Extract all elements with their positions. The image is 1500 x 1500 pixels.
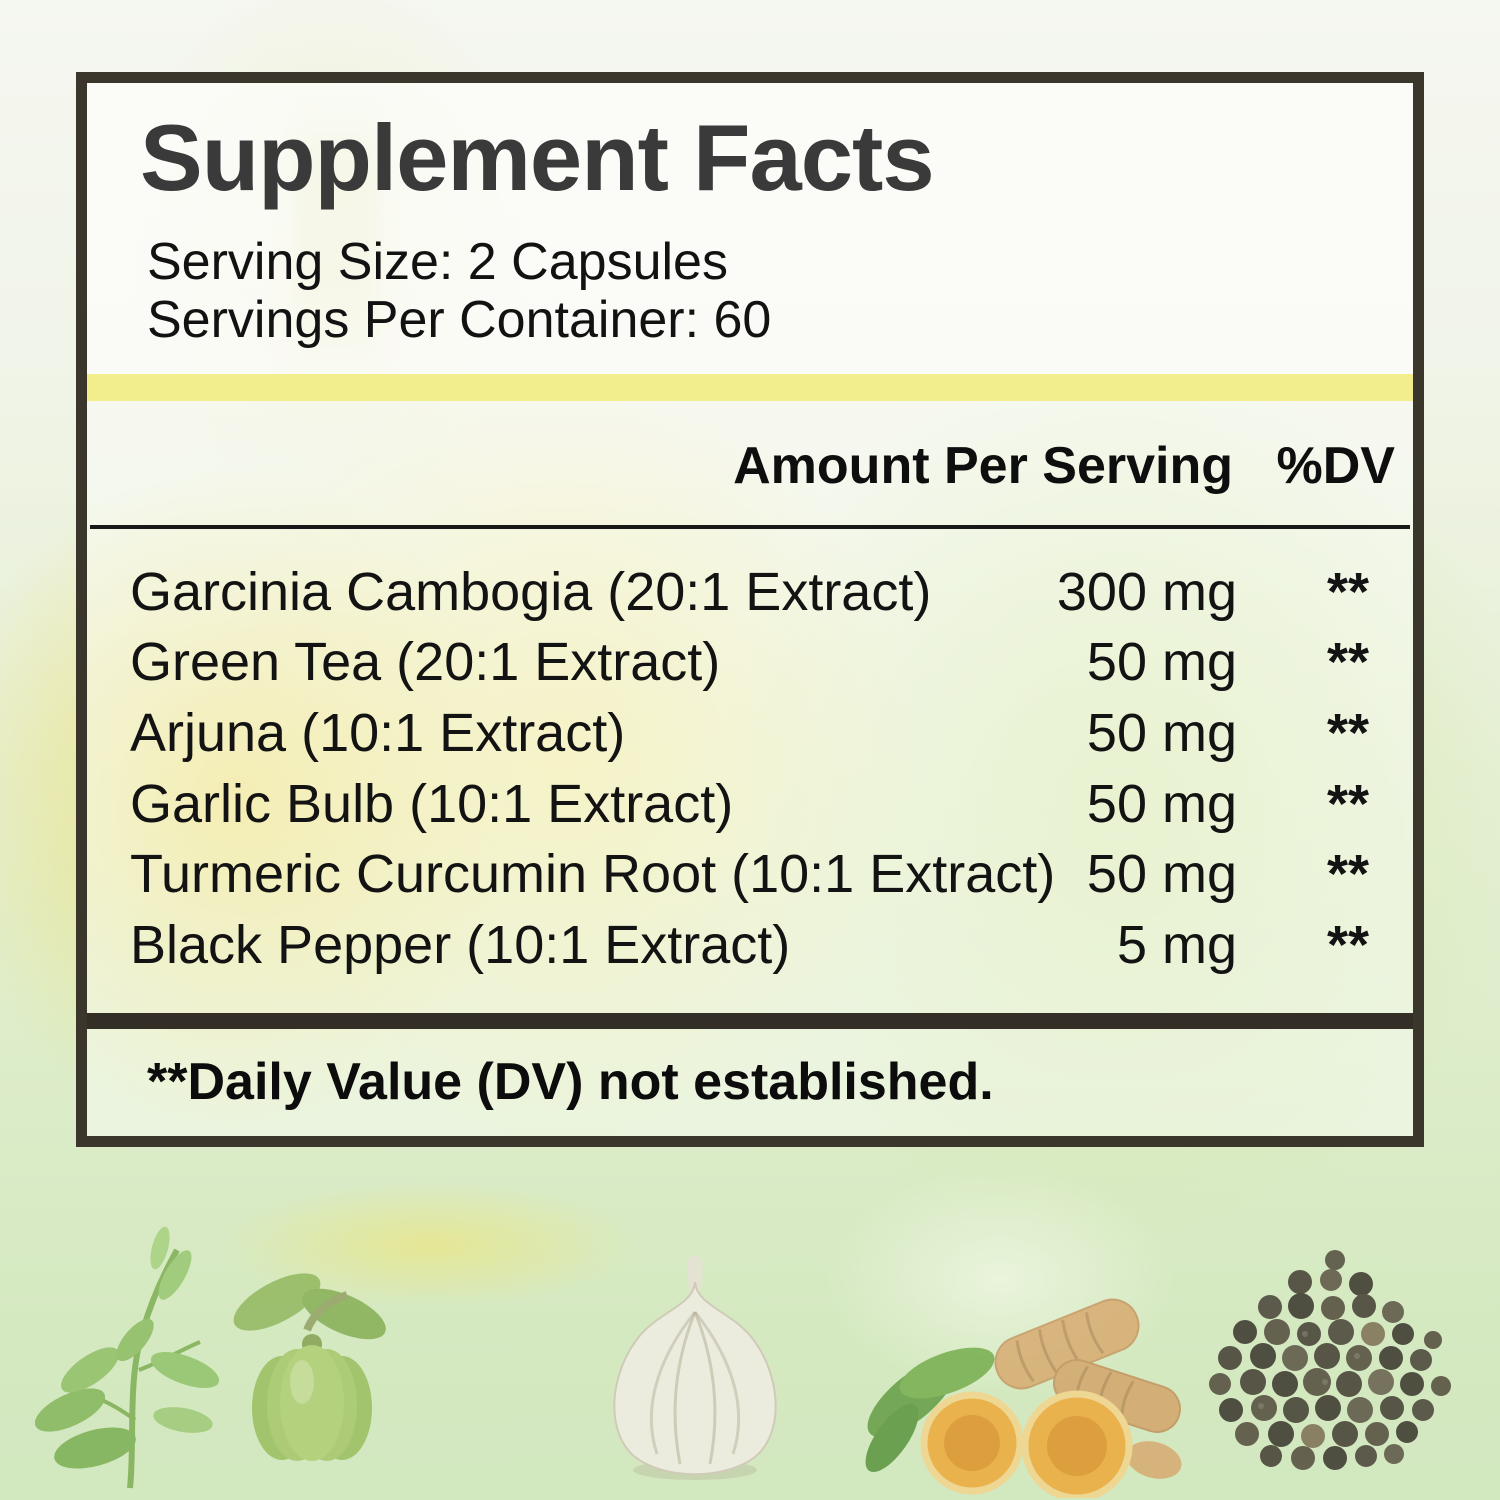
supplement-facts-panel: Supplement Facts Serving Size: 2 Capsule… bbox=[76, 72, 1424, 1147]
servings-per-container-text: Servings Per Container: 60 bbox=[147, 291, 772, 349]
table-row: Black Pepper (10:1 Extract) 5 mg ** bbox=[87, 910, 1413, 980]
ingredient-amount: 300 mg bbox=[1056, 562, 1237, 622]
footer-divider-bar bbox=[87, 1013, 1413, 1029]
table-row: Garcinia Cambogia (20:1 Extract) 300 mg … bbox=[87, 557, 1413, 627]
table-row: Arjuna (10:1 Extract) 50 mg ** bbox=[87, 698, 1413, 768]
ingredient-dv: ** bbox=[1326, 632, 1370, 692]
ingredient-dv: ** bbox=[1326, 562, 1370, 622]
green-tea-leaves-image bbox=[35, 1226, 220, 1489]
ingredient-dv: ** bbox=[1326, 915, 1370, 975]
garcinia-cambogia-fruit-image bbox=[233, 1273, 386, 1461]
panel-title: Supplement Facts bbox=[140, 105, 935, 210]
ingredient-name: Black Pepper (10:1 Extract) bbox=[130, 915, 791, 975]
ingredient-name: Green Tea (20:1 Extract) bbox=[130, 632, 721, 692]
ingredients-table: Amount Per Serving %DV Garcinia Cambogia… bbox=[87, 401, 1413, 1013]
ingredient-dv: ** bbox=[1326, 774, 1370, 834]
ingredient-dv: ** bbox=[1326, 703, 1370, 763]
column-header-dv: %DV bbox=[1276, 437, 1395, 495]
ingredient-name: Arjuna (10:1 Extract) bbox=[130, 703, 626, 763]
ingredient-amount: 5 mg bbox=[1116, 915, 1237, 975]
ingredient-amount: 50 mg bbox=[1086, 844, 1237, 904]
panel-footer-section: **Daily Value (DV) not established. bbox=[87, 1029, 1413, 1136]
ingredient-name: Turmeric Curcumin Root (10:1 Extract) bbox=[130, 844, 1056, 904]
header-divider-line bbox=[90, 525, 1410, 529]
ingredient-name: Garcinia Cambogia (20:1 Extract) bbox=[130, 562, 932, 622]
yellow-band bbox=[87, 374, 1413, 401]
serving-size-text: Serving Size: 2 Capsules bbox=[147, 233, 728, 291]
panel-header-section: Supplement Facts Serving Size: 2 Capsule… bbox=[87, 83, 1413, 374]
garlic-bulb-image bbox=[613, 1255, 777, 1480]
daily-value-footnote: **Daily Value (DV) not established. bbox=[147, 1053, 994, 1111]
black-peppercorns-image bbox=[1209, 1250, 1451, 1470]
column-header-amount: Amount Per Serving bbox=[733, 437, 1233, 495]
turmeric-root-image bbox=[865, 1298, 1182, 1498]
table-row: Green Tea (20:1 Extract) 50 mg ** bbox=[87, 627, 1413, 697]
ingredient-amount: 50 mg bbox=[1086, 632, 1237, 692]
ingredient-name: Garlic Bulb (10:1 Extract) bbox=[130, 774, 734, 834]
ingredient-amount: 50 mg bbox=[1086, 774, 1237, 834]
table-row: Turmeric Curcumin Root (10:1 Extract) 50… bbox=[87, 839, 1413, 909]
ingredient-dv: ** bbox=[1326, 844, 1370, 904]
table-row: Garlic Bulb (10:1 Extract) 50 mg ** bbox=[87, 769, 1413, 839]
ingredient-amount: 50 mg bbox=[1086, 703, 1237, 763]
